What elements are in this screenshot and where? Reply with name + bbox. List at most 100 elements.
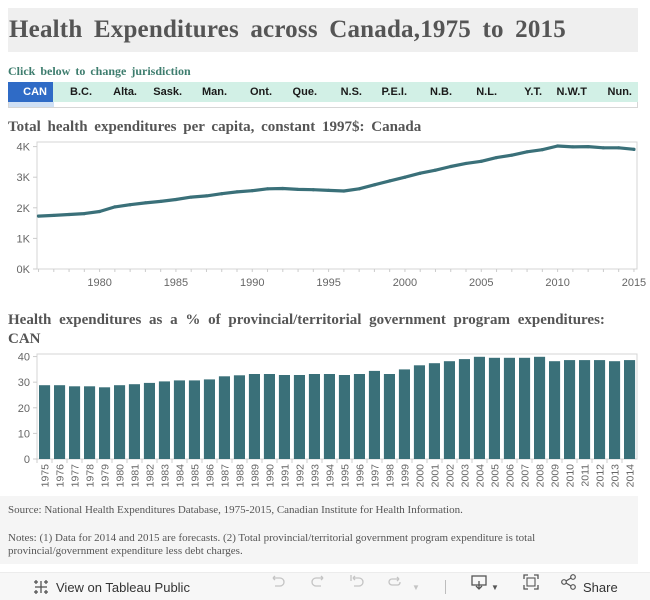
download-button[interactable]: ▼ — [470, 573, 499, 600]
line-point-2009[interactable] — [540, 148, 544, 152]
line-point-2007[interactable] — [510, 153, 514, 157]
bar-1985[interactable] — [188, 380, 200, 459]
bar-1991[interactable] — [278, 375, 290, 459]
bar-1976[interactable] — [54, 385, 66, 459]
line-point-2012[interactable] — [586, 144, 590, 149]
revert-button[interactable] — [348, 573, 366, 600]
bar-2012[interactable] — [594, 360, 606, 459]
bar-1995[interactable] — [338, 375, 350, 459]
line-point-1993[interactable] — [296, 187, 300, 192]
bar-2003[interactable] — [458, 359, 470, 459]
bar-1977[interactable] — [69, 386, 81, 459]
bar-2002[interactable] — [443, 361, 455, 459]
bar-2001[interactable] — [428, 363, 440, 459]
line-point-2010[interactable] — [556, 144, 560, 148]
bar-2010[interactable] — [564, 360, 576, 459]
bar-2000[interactable] — [413, 365, 425, 459]
line-point-1998[interactable] — [372, 183, 377, 187]
line-point-1997[interactable] — [357, 187, 361, 191]
bar-2005[interactable] — [488, 357, 500, 459]
line-point-2013[interactable] — [601, 146, 606, 150]
bar-1988[interactable] — [233, 375, 245, 459]
bar-1978[interactable] — [84, 386, 96, 459]
download-dropdown-caret-icon[interactable]: ▼ — [491, 582, 499, 592]
line-point-1989[interactable] — [235, 190, 239, 194]
line-point-1981[interactable] — [113, 205, 117, 209]
line-point-2006[interactable] — [494, 156, 499, 160]
jurisdiction-button-bc[interactable]: B.C. — [70, 86, 92, 98]
jurisdiction-button-yt[interactable]: Y.T. — [524, 86, 542, 98]
bar-1979[interactable] — [99, 387, 111, 459]
bar-1987[interactable] — [218, 376, 230, 459]
line-point-1978[interactable] — [67, 212, 71, 217]
jurisdiction-button-pei[interactable]: P.E.I. — [381, 86, 407, 98]
bar-1989[interactable] — [248, 374, 260, 459]
line-point-2003[interactable] — [449, 164, 453, 169]
bar-1984[interactable] — [173, 380, 185, 459]
undo-button[interactable] — [269, 573, 287, 600]
bar-1975[interactable] — [39, 385, 51, 459]
line-point-1982[interactable] — [128, 203, 132, 207]
jurisdiction-button-nb[interactable]: N.B. — [430, 86, 452, 98]
line-point-2014[interactable] — [617, 146, 621, 150]
line-point-1983[interactable] — [143, 201, 147, 205]
line-point-1977[interactable] — [52, 213, 56, 218]
line-point-1996[interactable] — [342, 189, 346, 193]
jurisdiction-button-nwt[interactable]: N.W.T — [556, 86, 587, 98]
bar-2007[interactable] — [519, 357, 531, 459]
bar-1983[interactable] — [158, 381, 170, 459]
bar-1981[interactable] — [128, 384, 140, 459]
jurisdiction-button-ont[interactable]: Ont. — [250, 86, 272, 98]
bar-1999[interactable] — [398, 369, 410, 459]
bar-1994[interactable] — [323, 374, 335, 459]
bar-1990[interactable] — [263, 374, 275, 459]
jurisdiction-button-nun[interactable]: Nun. — [607, 86, 632, 98]
bar-2006[interactable] — [503, 357, 515, 459]
bar-1980[interactable] — [114, 385, 126, 459]
share-button[interactable]: Share — [560, 573, 618, 600]
bar-1986[interactable] — [203, 379, 215, 459]
bar-1992[interactable] — [293, 375, 305, 459]
line-point-2015[interactable] — [632, 147, 636, 151]
view-on-tableau-public-link[interactable]: View on Tableau Public — [32, 573, 190, 600]
line-point-1987[interactable] — [204, 194, 209, 198]
line-point-1985[interactable] — [174, 197, 178, 202]
line-point-2004[interactable] — [464, 161, 468, 166]
bar-2014[interactable] — [624, 360, 636, 459]
jurisdiction-button-alta[interactable]: Alta. — [113, 86, 137, 98]
bar-2004[interactable] — [473, 356, 485, 459]
line-point-1986[interactable] — [189, 195, 193, 199]
fullscreen-button[interactable] — [522, 573, 540, 600]
line-point-2008[interactable] — [525, 150, 529, 154]
refresh-button[interactable]: ▼ — [386, 573, 420, 600]
line-point-1991[interactable] — [265, 187, 270, 191]
line-series-health-expenditures[interactable] — [36, 144, 636, 218]
jurisdiction-button-ns[interactable]: N.S. — [340, 86, 362, 98]
line-point-2005[interactable] — [479, 159, 483, 163]
bar-1996[interactable] — [353, 374, 365, 459]
line-point-2011[interactable] — [571, 145, 575, 149]
line-point-1999[interactable] — [388, 179, 392, 183]
line-point-1988[interactable] — [220, 192, 224, 196]
bar-2009[interactable] — [549, 361, 561, 459]
bar-2008[interactable] — [534, 356, 546, 459]
line-point-2000[interactable] — [403, 175, 407, 179]
line-point-1992[interactable] — [281, 186, 285, 191]
line-point-1990[interactable] — [250, 189, 254, 193]
bar-1982[interactable] — [143, 382, 155, 459]
jurisdiction-button-que[interactable]: Que. — [292, 86, 317, 98]
line-point-2002[interactable] — [433, 168, 438, 172]
bar-2013[interactable] — [609, 361, 621, 459]
refresh-dropdown-caret-icon[interactable]: ▼ — [412, 582, 420, 592]
line-point-1980[interactable] — [97, 209, 102, 214]
line-point-1979[interactable] — [82, 212, 86, 216]
line-point-1984[interactable] — [159, 199, 163, 203]
bar-1998[interactable] — [383, 374, 395, 459]
redo-button[interactable] — [309, 573, 327, 600]
line-point-2001[interactable] — [418, 171, 422, 175]
bar-1997[interactable] — [368, 370, 380, 459]
line-point-1995[interactable] — [327, 188, 331, 192]
bar-1993[interactable] — [308, 374, 320, 459]
line-chart[interactable]: 0K 1K 2K 3K 4K 1980 1985 1990 1995 2000 2005 2010 20… — [0, 138, 650, 298]
line-point-1976[interactable] — [36, 214, 41, 218]
